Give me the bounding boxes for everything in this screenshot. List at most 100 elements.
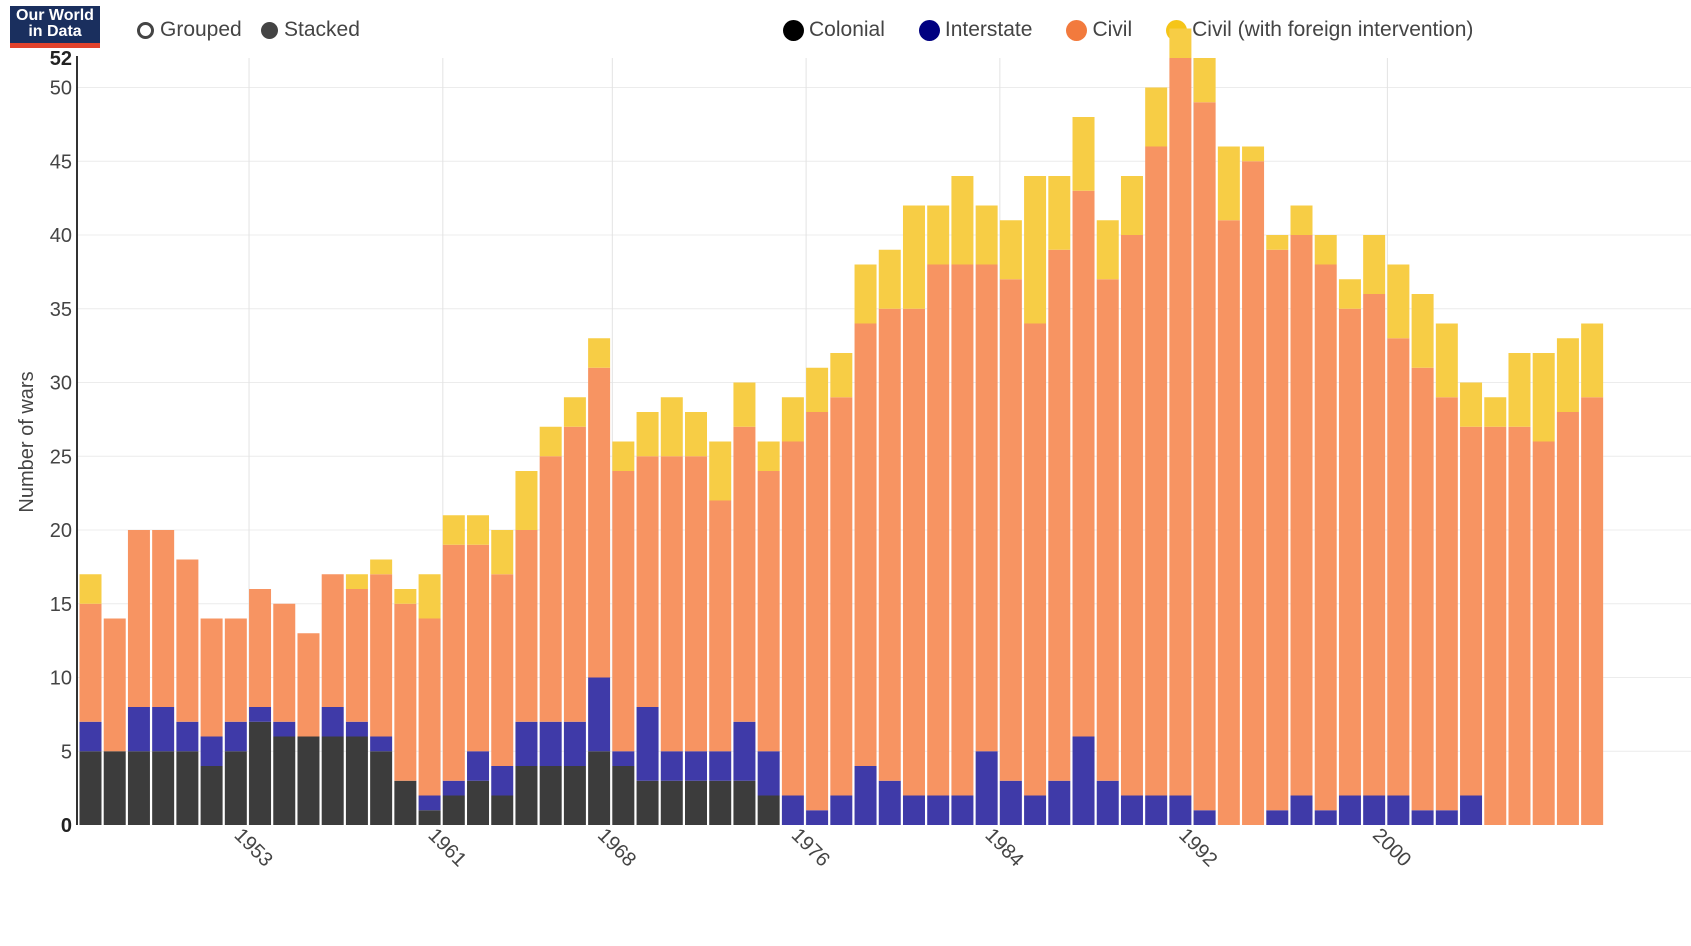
bar-civil-1998: [1338, 308, 1361, 796]
legend-item-civil[interactable]: Civil: [1066, 18, 1132, 42]
bar-interstate-1999: [1363, 795, 1386, 825]
bar-interstate-1946: [79, 721, 102, 752]
bar-interstate-1948: [127, 707, 150, 752]
y-tick-label: 10: [50, 668, 72, 690]
legend-label: Civil (with foreign intervention): [1192, 18, 1474, 41]
x-tick-label: 2000: [1368, 824, 1415, 871]
bar-civil-1992: [1193, 102, 1216, 811]
bar-interstate-1969: [636, 707, 659, 781]
legend-label: Interstate: [944, 18, 1033, 41]
bar-civil-with-foreign-intervention-1984: [999, 220, 1022, 280]
bar-civil-1972: [709, 500, 732, 752]
stacked-label: Stacked: [284, 18, 360, 41]
legend-item-colonial[interactable]: Colonial: [783, 18, 885, 42]
bar-civil-1949: [152, 530, 175, 707]
bar-civil-with-foreign-intervention-1992: [1193, 58, 1216, 103]
bar-interstate-2001: [1411, 810, 1434, 825]
bar-civil-with-foreign-intervention-1960: [418, 574, 441, 619]
bar-interstate-1980: [902, 795, 925, 825]
bar-civil-1984: [999, 279, 1022, 781]
bar-colonial-1949: [152, 751, 175, 825]
bar-colonial-1946: [79, 751, 102, 825]
bar-civil-1986: [1048, 249, 1071, 781]
bar-civil-with-foreign-intervention-1986: [1048, 176, 1071, 250]
x-tick-label: 1992: [1174, 824, 1221, 871]
bar-civil-2008: [1581, 397, 1604, 825]
y-tick-label: 52: [50, 48, 72, 70]
bar-colonial-1956: [321, 736, 344, 825]
radio-unselected-icon: [137, 21, 154, 39]
bar-interstate-1964: [515, 721, 538, 766]
bar-civil-with-foreign-intervention-1979: [878, 249, 901, 309]
bar-civil-1951: [200, 618, 223, 737]
y-tick-label: 20: [50, 520, 72, 542]
bar-interstate-1987: [1072, 736, 1095, 825]
bar-civil-1985: [1024, 323, 1047, 796]
bar-interstate-1961: [442, 780, 465, 796]
legend-swatch-icon: [783, 19, 804, 41]
bar-civil-with-foreign-intervention-1969: [636, 412, 659, 457]
bar-colonial-1973: [733, 780, 756, 825]
bar-interstate-1985: [1024, 795, 1047, 825]
bar-interstate-1996: [1290, 795, 1313, 825]
bar-civil-2001: [1411, 367, 1434, 811]
bar-civil-1961: [442, 544, 465, 781]
bar-interstate-1975: [781, 795, 804, 825]
bar-interstate-1971: [685, 751, 707, 781]
legend-item-interstate[interactable]: Interstate: [918, 18, 1033, 42]
bar-civil-with-foreign-intervention-1978: [854, 264, 877, 324]
bar-civil-with-foreign-intervention-1991: [1169, 28, 1192, 58]
bar-interstate-1982: [951, 795, 974, 825]
bar-civil-with-foreign-intervention-1988: [1096, 220, 1119, 280]
bar-civil-1955: [297, 633, 320, 737]
bar-civil-with-foreign-intervention-2000: [1387, 264, 1410, 339]
bar-civil-with-foreign-intervention-1961: [442, 515, 465, 545]
bar-colonial-1958: [370, 751, 393, 825]
bar-civil-2007: [1556, 412, 1579, 825]
bar-civil-with-foreign-intervention-1971: [685, 412, 707, 457]
bar-interstate-1995: [1266, 810, 1289, 825]
bar-civil-with-foreign-intervention-1975: [781, 397, 804, 442]
bar-civil-1969: [636, 456, 659, 707]
bar-interstate-1979: [878, 780, 901, 825]
bar-civil-with-foreign-intervention-1974: [757, 441, 780, 471]
bar-civil-1948: [127, 530, 150, 707]
bar-civil-1981: [927, 264, 950, 796]
bar-civil-1975: [781, 441, 804, 796]
bar-civil-with-foreign-intervention-2002: [1435, 323, 1458, 398]
y-tick-label: 30: [50, 373, 72, 395]
stacked-toggle[interactable]: Stacked: [261, 18, 360, 42]
bar-interstate-1986: [1048, 780, 1071, 825]
bar-colonial-1960: [418, 810, 441, 825]
bar-civil-with-foreign-intervention-1968: [612, 441, 635, 471]
bar-civil-with-foreign-intervention-2003: [1460, 382, 1483, 427]
bar-colonial-1953: [249, 721, 272, 825]
bar-civil-with-foreign-intervention-1982: [951, 176, 974, 265]
bar-civil-1974: [757, 471, 780, 752]
bar-interstate-1953: [249, 707, 272, 722]
bar-civil-1970: [660, 456, 683, 752]
bar-interstate-1998: [1338, 795, 1361, 825]
grouped-toggle[interactable]: Grouped: [137, 18, 242, 42]
bar-civil-with-foreign-intervention-2008: [1581, 323, 1604, 398]
bar-interstate-1966: [563, 721, 586, 766]
y-tick-label: 40: [50, 225, 72, 247]
bar-civil-1953: [249, 589, 272, 707]
x-tick-label: 1976: [787, 824, 834, 871]
bar-interstate-1973: [733, 721, 756, 781]
bar-civil-1965: [539, 456, 562, 722]
bar-colonial-1957: [345, 736, 368, 825]
y-tick-label: 0: [61, 815, 72, 837]
bar-civil-with-foreign-intervention-1998: [1338, 279, 1361, 309]
bar-civil-with-foreign-intervention-1983: [975, 205, 998, 265]
bar-civil-1971: [685, 456, 707, 752]
bar-civil-with-foreign-intervention-1973: [733, 382, 756, 427]
bar-colonial-1969: [636, 780, 659, 825]
bar-colonial-1947: [103, 751, 126, 825]
bar-interstate-1981: [927, 795, 950, 825]
bar-interstate-1952: [224, 721, 247, 752]
radio-selected-icon: [261, 21, 278, 39]
bar-colonial-1971: [685, 780, 707, 825]
bar-civil-1964: [515, 530, 538, 722]
